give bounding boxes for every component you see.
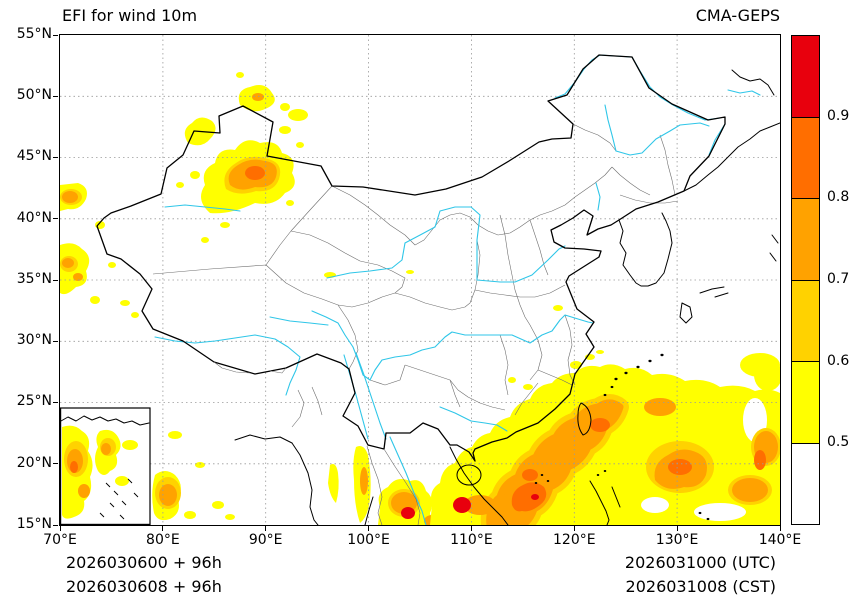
y-tick-label: 15°N [16, 516, 52, 532]
korea-coast [618, 212, 672, 286]
country-borders [95, 53, 780, 525]
x-tick [368, 526, 370, 531]
luzon-coast [589, 480, 620, 525]
x-tick-label: 100°E [347, 532, 390, 548]
taiwan-island [576, 402, 591, 435]
y-tick-label: 25°N [16, 393, 52, 409]
x-tick-label: 120°E [553, 532, 596, 548]
y-tick-label: 40°N [16, 210, 52, 226]
colorbar-segment [792, 443, 819, 524]
x-tick [779, 526, 781, 531]
x-tick-label: 80°E [146, 532, 180, 548]
x-tick [162, 526, 164, 531]
map-plot [58, 33, 781, 526]
y-tick-label: 55°N [16, 26, 52, 42]
y-tick [53, 463, 58, 465]
colorbar-segment [792, 199, 819, 281]
inset-coastline [60, 415, 149, 425]
inset-map [59, 406, 151, 525]
myanmar-coast [291, 442, 318, 525]
footer-valid-utc: 2026031000 (UTC) [624, 553, 776, 572]
footer-run-utc: 2026030600 + 96h [66, 553, 222, 572]
hainan-island [456, 464, 481, 485]
colorbar-tick-label: 0.7 [827, 271, 850, 287]
colorbar [791, 35, 820, 525]
y-tick [53, 340, 58, 342]
colorbar-segment [792, 36, 819, 118]
x-tick-label: 90°E [248, 532, 283, 548]
y-tick [53, 95, 58, 97]
colorbar-tick-label: 0.5 [827, 434, 850, 450]
y-tick-label: 35°N [16, 271, 52, 287]
island-marks [534, 353, 709, 520]
x-tick [573, 526, 575, 531]
map-canvas [59, 34, 780, 525]
efi-fill-layer [59, 71, 780, 525]
province-borders [152, 123, 678, 415]
colorbar-tick-label: 0.8 [827, 189, 850, 205]
y-tick [53, 34, 58, 36]
vietnam-coast [449, 446, 508, 525]
colorbar-tick-label: 0.6 [827, 353, 850, 369]
russia-coast [683, 122, 780, 191]
bengal-coast [234, 434, 292, 443]
malay-coast [364, 496, 373, 525]
japan-coast [679, 234, 778, 323]
footer-valid-cst: 2026031008 (CST) [625, 577, 776, 596]
y-tick-label: 20°N [16, 455, 52, 471]
plot-title: EFI for wind 10m [62, 6, 198, 25]
graticule [59, 34, 780, 525]
y-tick [53, 157, 58, 158]
inset-dashed-line [99, 478, 138, 519]
x-tick [676, 526, 678, 531]
y-tick [53, 218, 58, 220]
x-tick [470, 526, 472, 531]
x-tick-label: 130°E [655, 532, 699, 548]
se-asia-borders [213, 361, 420, 525]
okhotsk-coast [731, 69, 774, 95]
colorbar-segment [792, 280, 819, 362]
y-tick [53, 279, 58, 281]
colorbar-segment [792, 117, 819, 199]
x-tick-label: 140°E [758, 532, 802, 548]
x-tick [59, 526, 61, 531]
y-tick [53, 524, 58, 526]
x-tick-label: 70°E [43, 532, 77, 548]
colorbar-segment [792, 362, 819, 444]
footer-run-cst: 2026030608 + 96h [66, 577, 222, 596]
model-label: CMA-GEPS [695, 6, 780, 25]
y-tick-label: 45°N [16, 148, 52, 164]
y-tick-label: 50°N [16, 87, 52, 103]
x-tick [265, 526, 267, 531]
y-tick-label: 30°N [16, 332, 52, 348]
colorbar-tick-label: 0.9 [827, 108, 850, 124]
china-outline [95, 53, 726, 462]
x-tick-label: 110°E [450, 532, 493, 548]
y-tick [53, 402, 58, 403]
